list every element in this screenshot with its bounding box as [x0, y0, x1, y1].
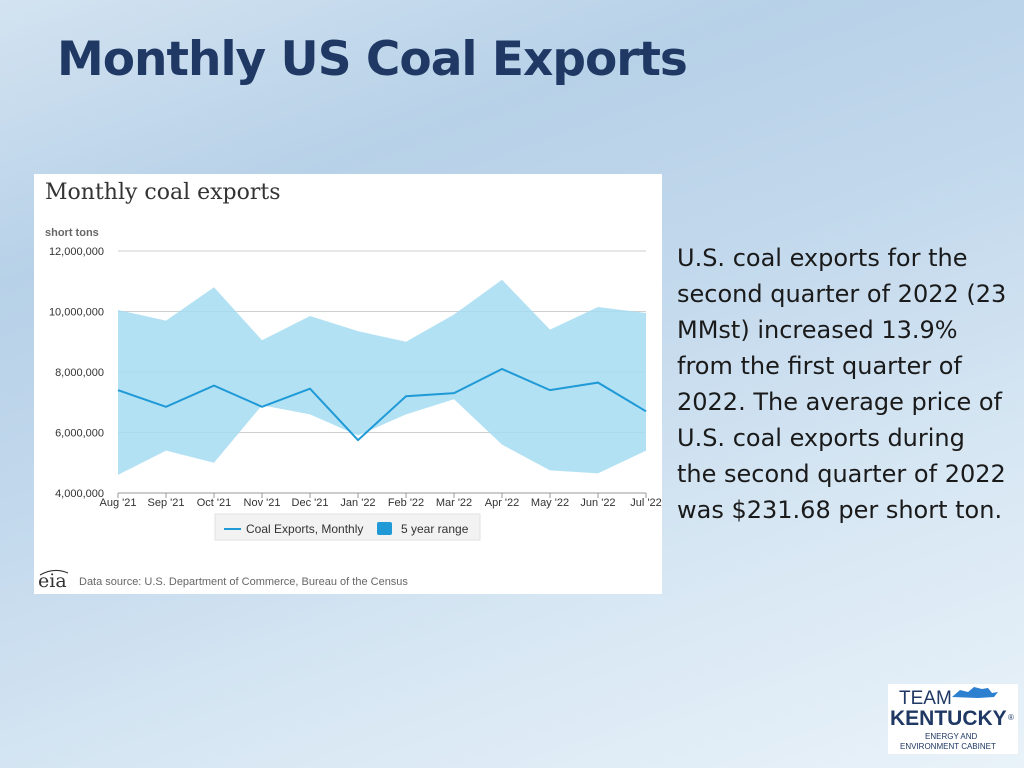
x-tick-label: Oct '21 [197, 497, 232, 509]
legend-label-monthly: Coal Exports, Monthly [246, 522, 363, 536]
x-tick-label: Mar '22 [436, 497, 472, 509]
logo-kentucky-text: KENTUCKY [890, 707, 1007, 730]
legend-range-swatch [377, 522, 392, 535]
y-tick-label: 6,000,000 [55, 428, 104, 440]
x-tick-label: Jun '22 [580, 497, 615, 509]
logo-registered-mark: ® [1008, 713, 1014, 722]
y-axis-units-label: short tons [45, 227, 99, 239]
x-tick-label: Feb '22 [388, 497, 424, 509]
five-year-range-area [118, 279, 646, 475]
y-tick-label: 10,000,000 [49, 307, 104, 319]
chart-title: Monthly coal exports [45, 180, 281, 205]
eia-logo: eia [38, 569, 69, 592]
y-tick-label: 4,000,000 [55, 488, 104, 500]
chart-legend: Coal Exports, Monthly 5 year range [214, 513, 481, 541]
logo-energy-text: ENERGY AND [925, 732, 978, 741]
legend-box [214, 513, 481, 541]
x-tick-label: Apr '22 [485, 497, 520, 509]
x-tick-label: Jan '22 [340, 497, 375, 509]
x-tick-label: Aug '21 [100, 497, 137, 509]
eia-logo-swoosh [39, 569, 69, 576]
data-source: Data source: U.S. Department of Commerce… [79, 576, 408, 588]
coal-exports-chart: Monthly coal exports short tons 4,000,00… [38, 180, 662, 592]
eia-logo-text: eia [38, 570, 67, 592]
legend-label-range: 5 year range [401, 522, 469, 536]
kentucky-state-icon [952, 687, 998, 698]
x-tick-label: May '22 [531, 497, 569, 509]
coal-exports-monthly-line [117, 367, 647, 442]
x-tick-label: Sep '21 [148, 497, 185, 509]
y-tick-label: 12,000,000 [49, 246, 104, 258]
logo-team-text: TEAM [899, 688, 952, 709]
x-tick-label: Nov '21 [244, 497, 281, 509]
team-kentucky-logo: TEAM KENTUCKY ® ENERGY AND ENVIRONMENT C… [888, 684, 1018, 754]
logo-cabinet-text: ENVIRONMENT CABINET [900, 742, 996, 751]
chart-panel: Monthly coal exports short tons 4,000,00… [34, 174, 662, 594]
summary-text: U.S. coal exports for the second quarter… [677, 244, 1007, 524]
y-tick-label: 8,000,000 [55, 367, 104, 379]
slide-title: Monthly US Coal Exports [57, 32, 688, 87]
x-tick-label: Jul '22 [630, 497, 661, 509]
x-tick-label: Dec '21 [292, 497, 329, 509]
